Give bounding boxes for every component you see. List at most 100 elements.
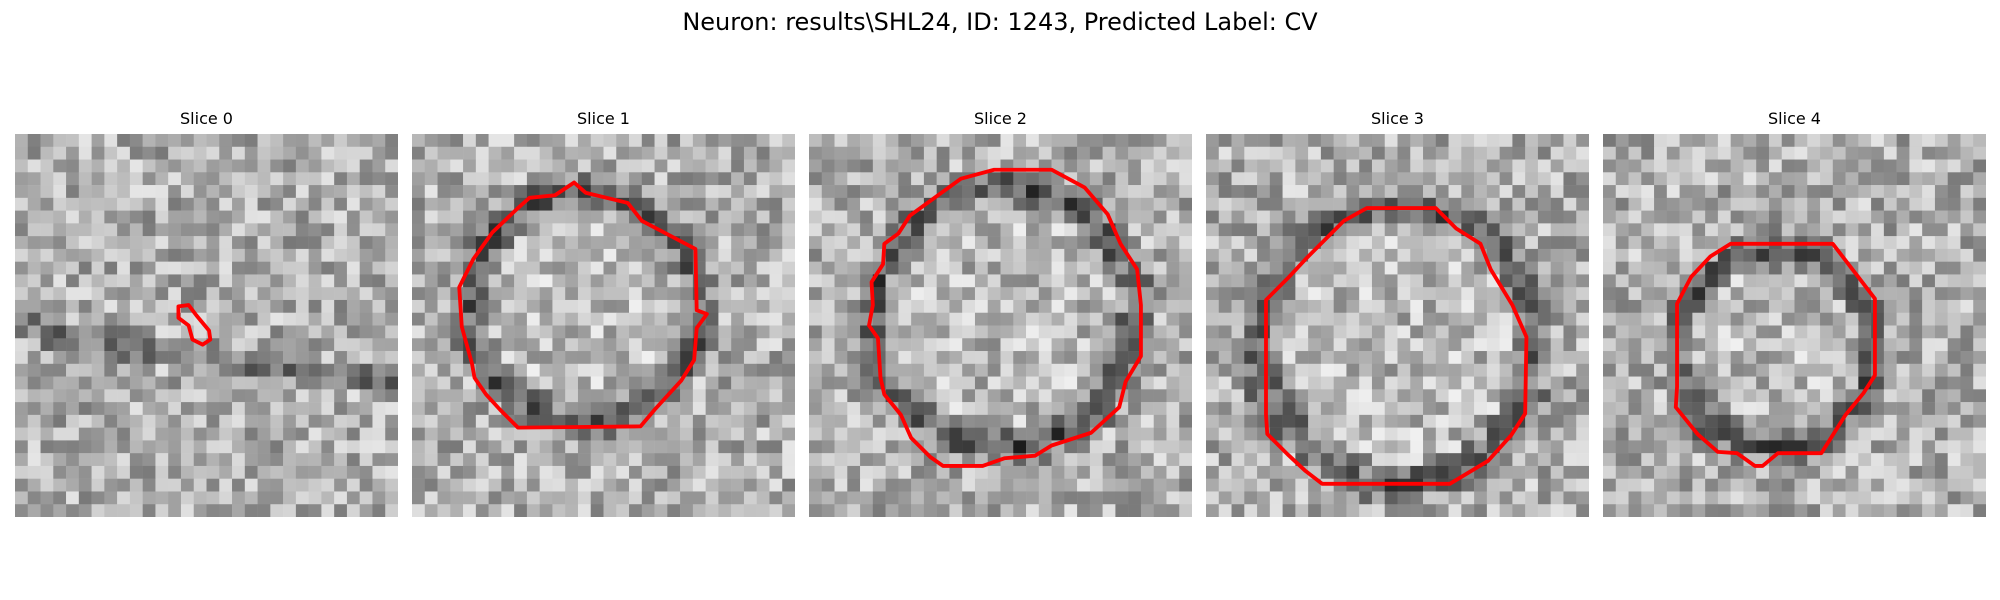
- image-pixel: [1768, 402, 1782, 416]
- image-pixel: [1947, 223, 1961, 237]
- image-pixel: [117, 312, 131, 326]
- image-pixel: [1922, 491, 1936, 505]
- image-pixel: [1064, 197, 1078, 211]
- image-pixel: [1308, 146, 1322, 160]
- image-pixel: [1397, 261, 1411, 275]
- image-pixel: [1000, 248, 1014, 262]
- image-pixel: [1333, 236, 1347, 250]
- image-pixel: [731, 248, 745, 262]
- image-pixel: [1474, 376, 1488, 390]
- image-pixel: [372, 338, 386, 352]
- image-pixel: [40, 185, 54, 199]
- image-pixel: [603, 504, 617, 517]
- image-pixel: [809, 363, 823, 377]
- image-pixel: [117, 236, 131, 250]
- image-pixel: [1115, 478, 1129, 492]
- image-pixel: [1563, 134, 1577, 148]
- image-pixel: [1692, 338, 1706, 352]
- image-pixel: [1038, 236, 1052, 250]
- image-pixel: [898, 389, 912, 403]
- image-pixel: [1051, 146, 1065, 160]
- image-pixel: [1603, 134, 1617, 148]
- image-pixel: [308, 172, 322, 186]
- image-pixel: [270, 134, 284, 148]
- image-pixel: [424, 146, 438, 160]
- image-pixel: [1064, 389, 1078, 403]
- image-pixel: [142, 338, 156, 352]
- image-pixel: [1705, 210, 1719, 224]
- image-pixel: [1756, 274, 1770, 288]
- image-pixel: [1781, 338, 1795, 352]
- image-pixel: [898, 197, 912, 211]
- image-pixel: [232, 172, 246, 186]
- image-pixel: [1717, 453, 1731, 467]
- image-pixel: [1308, 185, 1322, 199]
- image-pixel: [1474, 504, 1488, 517]
- image-pixel: [155, 351, 169, 365]
- image-pixel: [1679, 134, 1693, 148]
- image-pixel: [1295, 504, 1309, 517]
- image-pixel: [488, 414, 502, 428]
- image-pixel: [206, 363, 220, 377]
- image-pixel: [1883, 427, 1897, 441]
- image-pixel: [501, 312, 515, 326]
- image-pixel: [1474, 223, 1488, 237]
- image-pixel: [1013, 325, 1027, 339]
- image-pixel: [1089, 465, 1103, 479]
- image-pixel: [1026, 414, 1040, 428]
- image-pixel: [219, 325, 233, 339]
- image-pixel: [142, 351, 156, 365]
- image-pixel: [1858, 427, 1872, 441]
- image-pixel: [949, 325, 963, 339]
- image-pixel: [1397, 491, 1411, 505]
- image-pixel: [552, 325, 566, 339]
- image-pixel: [1666, 287, 1680, 301]
- image-pixel: [129, 504, 143, 517]
- image-pixel: [40, 325, 54, 339]
- image-pixel: [1654, 261, 1668, 275]
- image-pixel: [142, 197, 156, 211]
- image-pixel: [1026, 134, 1040, 148]
- image-pixel: [616, 172, 630, 186]
- image-pixel: [1730, 299, 1744, 313]
- image-pixel: [15, 134, 29, 148]
- image-pixel: [1550, 274, 1564, 288]
- image-pixel: [1231, 185, 1245, 199]
- image-pixel: [1576, 414, 1589, 428]
- image-pixel: [731, 491, 745, 505]
- image-pixel: [372, 146, 386, 160]
- image-pixel: [283, 223, 297, 237]
- image-pixel: [244, 223, 258, 237]
- image-pixel: [501, 376, 515, 390]
- image-pixel: [1858, 478, 1872, 492]
- image-pixel: [1756, 402, 1770, 416]
- image-pixel: [1269, 223, 1283, 237]
- image-pixel: [1166, 453, 1180, 467]
- image-pixel: [1960, 465, 1974, 479]
- image-pixel: [514, 134, 528, 148]
- image-pixel: [1000, 414, 1014, 428]
- image-pixel: [809, 465, 823, 479]
- image-pixel: [860, 299, 874, 313]
- image-pixel: [1692, 274, 1706, 288]
- image-pixel: [1934, 465, 1948, 479]
- image-pixel: [283, 491, 297, 505]
- image-pixel: [1654, 312, 1668, 326]
- image-pixel: [1692, 402, 1706, 416]
- image-pixel: [1218, 363, 1232, 377]
- image-pixel: [1320, 440, 1334, 454]
- image-pixel: [1960, 312, 1974, 326]
- image-pixel: [1973, 338, 1986, 352]
- image-pixel: [1486, 427, 1500, 441]
- image-pixel: [1218, 248, 1232, 262]
- image-pixel: [91, 159, 105, 173]
- image-pixel: [1410, 440, 1424, 454]
- image-pixel: [372, 312, 386, 326]
- image-pixel: [142, 134, 156, 148]
- image-pixel: [629, 389, 643, 403]
- image-pixel: [501, 299, 515, 313]
- image-pixel: [1410, 427, 1424, 441]
- image-pixel: [1282, 325, 1296, 339]
- image-pixel: [1077, 504, 1091, 517]
- image-pixel: [283, 465, 297, 479]
